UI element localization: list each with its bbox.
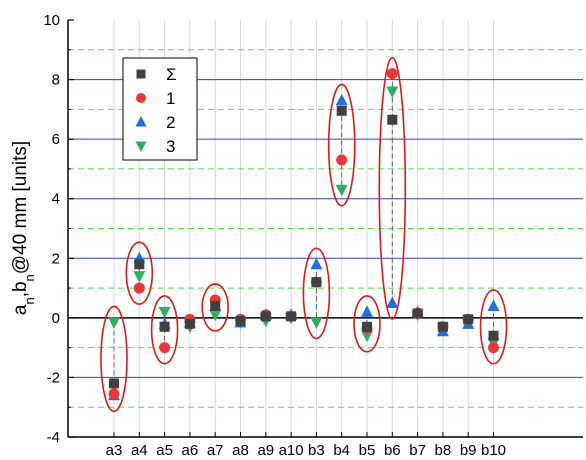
highlight-ellipse-a7 xyxy=(201,283,229,332)
point-series-0-a10 xyxy=(286,311,297,322)
point-series-0-a5 xyxy=(159,321,170,332)
legend-label-3: 3 xyxy=(166,137,175,156)
point-series-2-b10 xyxy=(487,299,500,311)
point-series-2-b4 xyxy=(335,93,348,106)
data-markers xyxy=(108,68,500,401)
x-tick-label-b6: b6 xyxy=(384,442,401,459)
point-series-0-b7 xyxy=(412,308,423,319)
point-series-0-a6 xyxy=(184,318,195,329)
point-series-0-a9 xyxy=(260,311,271,322)
y-tick-label: 8 xyxy=(52,72,60,89)
x-tick-label-b10: b10 xyxy=(481,442,506,459)
highlight-ellipse-b5 xyxy=(353,295,381,353)
point-series-0-b6 xyxy=(387,114,398,125)
x-tick-label-a6: a6 xyxy=(182,442,199,459)
legend-label-1: 1 xyxy=(166,89,175,108)
highlight-ellipse-b10 xyxy=(479,289,508,365)
highlight-ellipse-b6 xyxy=(378,56,407,320)
point-series-0-a4 xyxy=(134,259,145,270)
point-series-0-b3 xyxy=(311,277,322,288)
legend-marker-1 xyxy=(136,93,146,103)
x-tick-label-b7: b7 xyxy=(409,442,426,459)
point-series-1-b4 xyxy=(336,154,348,166)
point-series-3-b3 xyxy=(310,317,323,329)
y-tick-label: -4 xyxy=(47,429,60,446)
point-series-0-a7 xyxy=(210,300,221,311)
x-tick-label-a8: a8 xyxy=(232,442,249,459)
axes: 10 8 6 4 2 0 -2 -4 a3 a4 a5 a6 a7 a8 a9 a10 b3 b4 b5 b6 b7 b8… xyxy=(43,12,583,459)
x-tick-label-a4: a4 xyxy=(131,442,148,459)
legend-box xyxy=(122,57,198,161)
legend: Σ 1 2 3 xyxy=(122,57,198,161)
point-series-0-a3 xyxy=(109,378,119,389)
point-series-0-b5 xyxy=(362,321,372,332)
x-tick-label-b3: b3 xyxy=(308,442,325,459)
x-tick-label-a5: a5 xyxy=(156,442,173,459)
x-tick-label-a9: a9 xyxy=(257,442,274,459)
y-tick-label: -2 xyxy=(47,369,60,386)
x-tick-label-b8: b8 xyxy=(435,442,452,459)
x-tick-label-a10: a10 xyxy=(279,442,304,459)
x-tick-label-a7: a7 xyxy=(207,442,224,459)
point-series-0-a8 xyxy=(235,315,246,326)
point-series-3-a7 xyxy=(209,309,222,322)
point-series-3-b4 xyxy=(335,184,348,197)
highlight-ellipse-a3 xyxy=(100,305,128,413)
point-series-1-b10 xyxy=(488,342,499,354)
point-series-0-b9 xyxy=(463,314,474,325)
highlight-ellipse-b4 xyxy=(327,83,356,207)
legend-marker-0 xyxy=(136,69,146,79)
x-tick-label-a3: a3 xyxy=(106,442,123,459)
point-series-0-b8 xyxy=(437,321,448,332)
point-series-0-b4 xyxy=(336,105,347,116)
point-series-3-a4 xyxy=(133,271,146,283)
point-series-3-b6 xyxy=(386,86,399,98)
x-tick-label-b9: b9 xyxy=(460,442,477,459)
point-series-3-a3 xyxy=(108,317,120,329)
point-series-2-b3 xyxy=(310,257,323,270)
point-series-1-a3 xyxy=(108,388,120,400)
y-tick-label: 10 xyxy=(43,12,60,29)
point-series-0-b10 xyxy=(488,330,499,341)
legend-label-2: 2 xyxy=(166,113,175,132)
legend-label-0: Σ xyxy=(166,65,177,84)
point-series-1-a5 xyxy=(159,342,171,354)
x-tick-label-b4: b4 xyxy=(333,442,350,459)
point-series-3-b5 xyxy=(361,330,373,343)
point-series-2-b6 xyxy=(386,296,399,308)
y-axis-title: an,bn@40 mm [units] xyxy=(10,141,37,315)
y-tick-label: 6 xyxy=(52,131,60,148)
highlight-ellipse-a4 xyxy=(125,241,154,305)
legend-marker-3 xyxy=(135,141,147,152)
point-series-3-a5 xyxy=(158,306,171,319)
highlight-ellipse-b3 xyxy=(302,247,331,340)
x-tick-label-b5: b5 xyxy=(359,442,376,459)
y-tick-label: 0 xyxy=(52,310,60,327)
highlight-ellipse-a5 xyxy=(150,295,179,365)
legend-marker-2 xyxy=(135,116,147,127)
y-tick-label: 2 xyxy=(52,250,60,267)
point-series-2-b5 xyxy=(361,305,373,317)
y-tick-label: 4 xyxy=(52,191,60,208)
highlight-ellipses xyxy=(100,56,508,413)
point-series-1-a4 xyxy=(133,282,145,294)
point-series-1-b6 xyxy=(386,68,398,80)
